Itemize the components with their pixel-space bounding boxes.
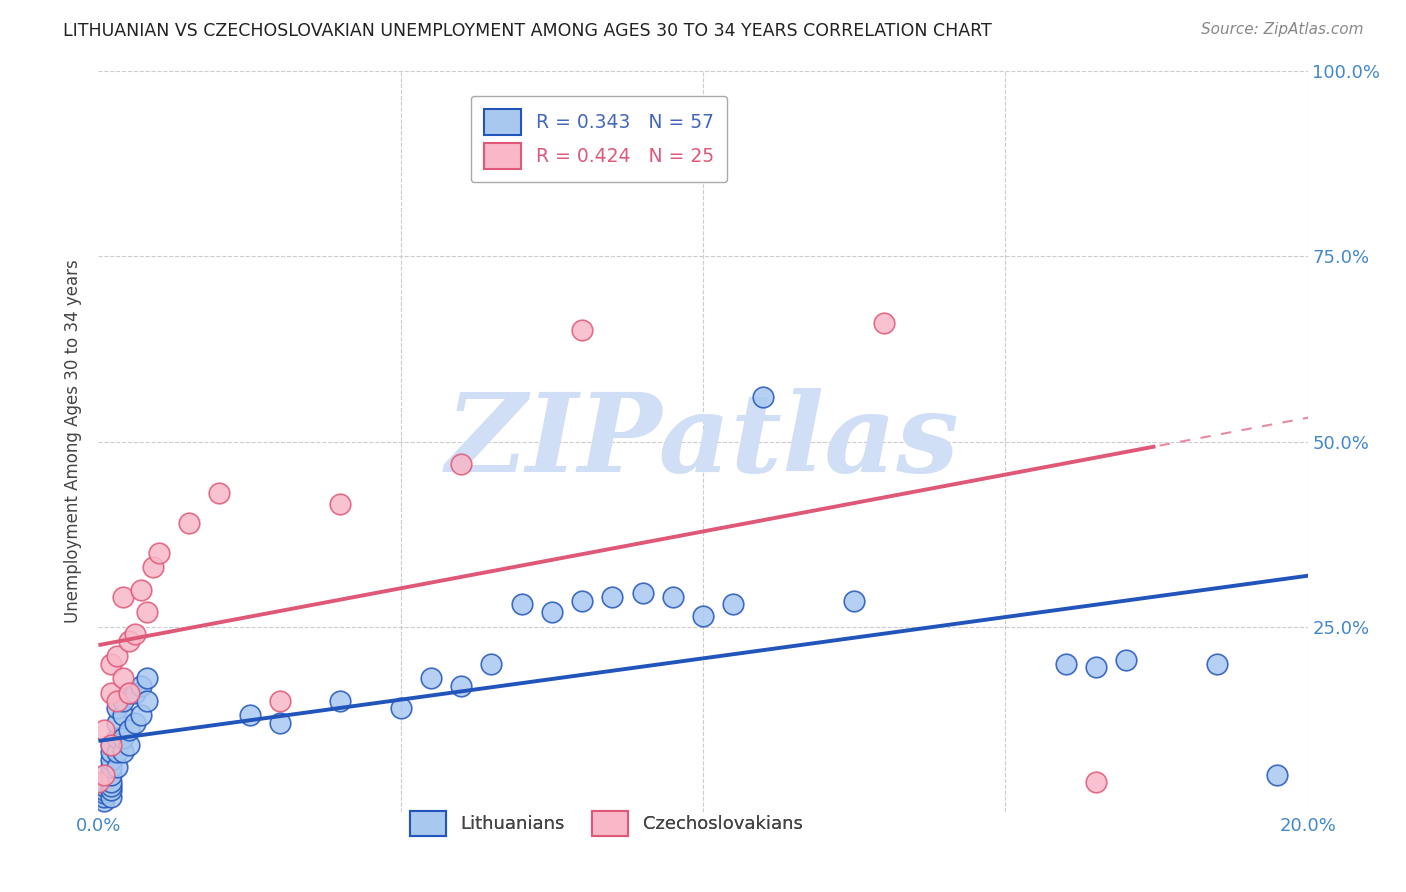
Point [100, 738, 122, 752]
Point [100, 760, 122, 774]
Point [661, 590, 683, 604]
Point [1085, 775, 1108, 789]
Text: Source: ZipAtlas.com: Source: ZipAtlas.com [1201, 22, 1364, 37]
Point [124, 715, 146, 730]
Point [873, 316, 896, 330]
Point [420, 672, 443, 686]
Point [602, 590, 624, 604]
Point [100, 686, 122, 700]
Point [389, 701, 412, 715]
Point [142, 560, 165, 574]
Point [93, 775, 115, 789]
Point [93, 723, 115, 738]
Point [129, 582, 152, 597]
Point [100, 738, 122, 752]
Point [93, 779, 115, 793]
Point [100, 746, 122, 760]
Legend: Lithuanians, Czechoslovakians: Lithuanians, Czechoslovakians [404, 804, 810, 844]
Point [135, 605, 157, 619]
Point [571, 324, 593, 338]
Point [510, 598, 533, 612]
Point [118, 634, 141, 648]
Point [93, 782, 115, 797]
Point [1267, 767, 1289, 781]
Point [723, 598, 745, 612]
Point [93, 786, 115, 800]
Point [111, 694, 134, 708]
Point [105, 715, 128, 730]
Point [105, 694, 128, 708]
Point [100, 789, 122, 804]
Point [148, 546, 170, 560]
Point [1054, 657, 1077, 671]
Point [105, 701, 128, 715]
Point [1085, 660, 1108, 674]
Point [118, 738, 141, 752]
Point [329, 498, 352, 512]
Point [87, 789, 110, 804]
Point [100, 767, 122, 781]
Point [129, 679, 152, 693]
Point [87, 786, 110, 800]
Point [135, 672, 157, 686]
Point [105, 731, 128, 745]
Text: ZIPatlas: ZIPatlas [446, 388, 960, 495]
Point [179, 516, 201, 530]
Point [93, 789, 115, 804]
Point [111, 708, 134, 723]
Point [118, 686, 141, 700]
Point [111, 731, 134, 745]
Point [118, 723, 141, 738]
Point [100, 775, 122, 789]
Point [208, 486, 231, 500]
Point [239, 708, 262, 723]
Point [135, 694, 157, 708]
Point [481, 657, 503, 671]
Point [129, 708, 152, 723]
Y-axis label: Unemployment Among Ages 30 to 34 years: Unemployment Among Ages 30 to 34 years [65, 260, 83, 624]
Point [692, 608, 714, 623]
Point [540, 605, 562, 619]
Point [1115, 653, 1137, 667]
Text: LITHUANIAN VS CZECHOSLOVAKIAN UNEMPLOYMENT AMONG AGES 30 TO 34 YEARS CORRELATION: LITHUANIAN VS CZECHOSLOVAKIAN UNEMPLOYME… [63, 22, 993, 40]
Point [111, 590, 134, 604]
Point [100, 779, 122, 793]
Point [100, 753, 122, 767]
Point [269, 715, 291, 730]
Point [100, 657, 122, 671]
Point [752, 390, 775, 404]
Point [1206, 657, 1229, 671]
Point [111, 672, 134, 686]
Point [105, 760, 128, 774]
Point [105, 746, 128, 760]
Point [93, 767, 115, 781]
Point [450, 457, 472, 471]
Point [87, 775, 110, 789]
Point [571, 593, 593, 607]
Point [111, 746, 134, 760]
Point [450, 679, 472, 693]
Point [844, 593, 866, 607]
Point [124, 686, 146, 700]
Point [631, 586, 654, 600]
Point [118, 686, 141, 700]
Point [93, 794, 115, 808]
Point [105, 649, 128, 664]
Point [100, 782, 122, 797]
Point [329, 694, 352, 708]
Point [124, 627, 146, 641]
Point [269, 694, 291, 708]
